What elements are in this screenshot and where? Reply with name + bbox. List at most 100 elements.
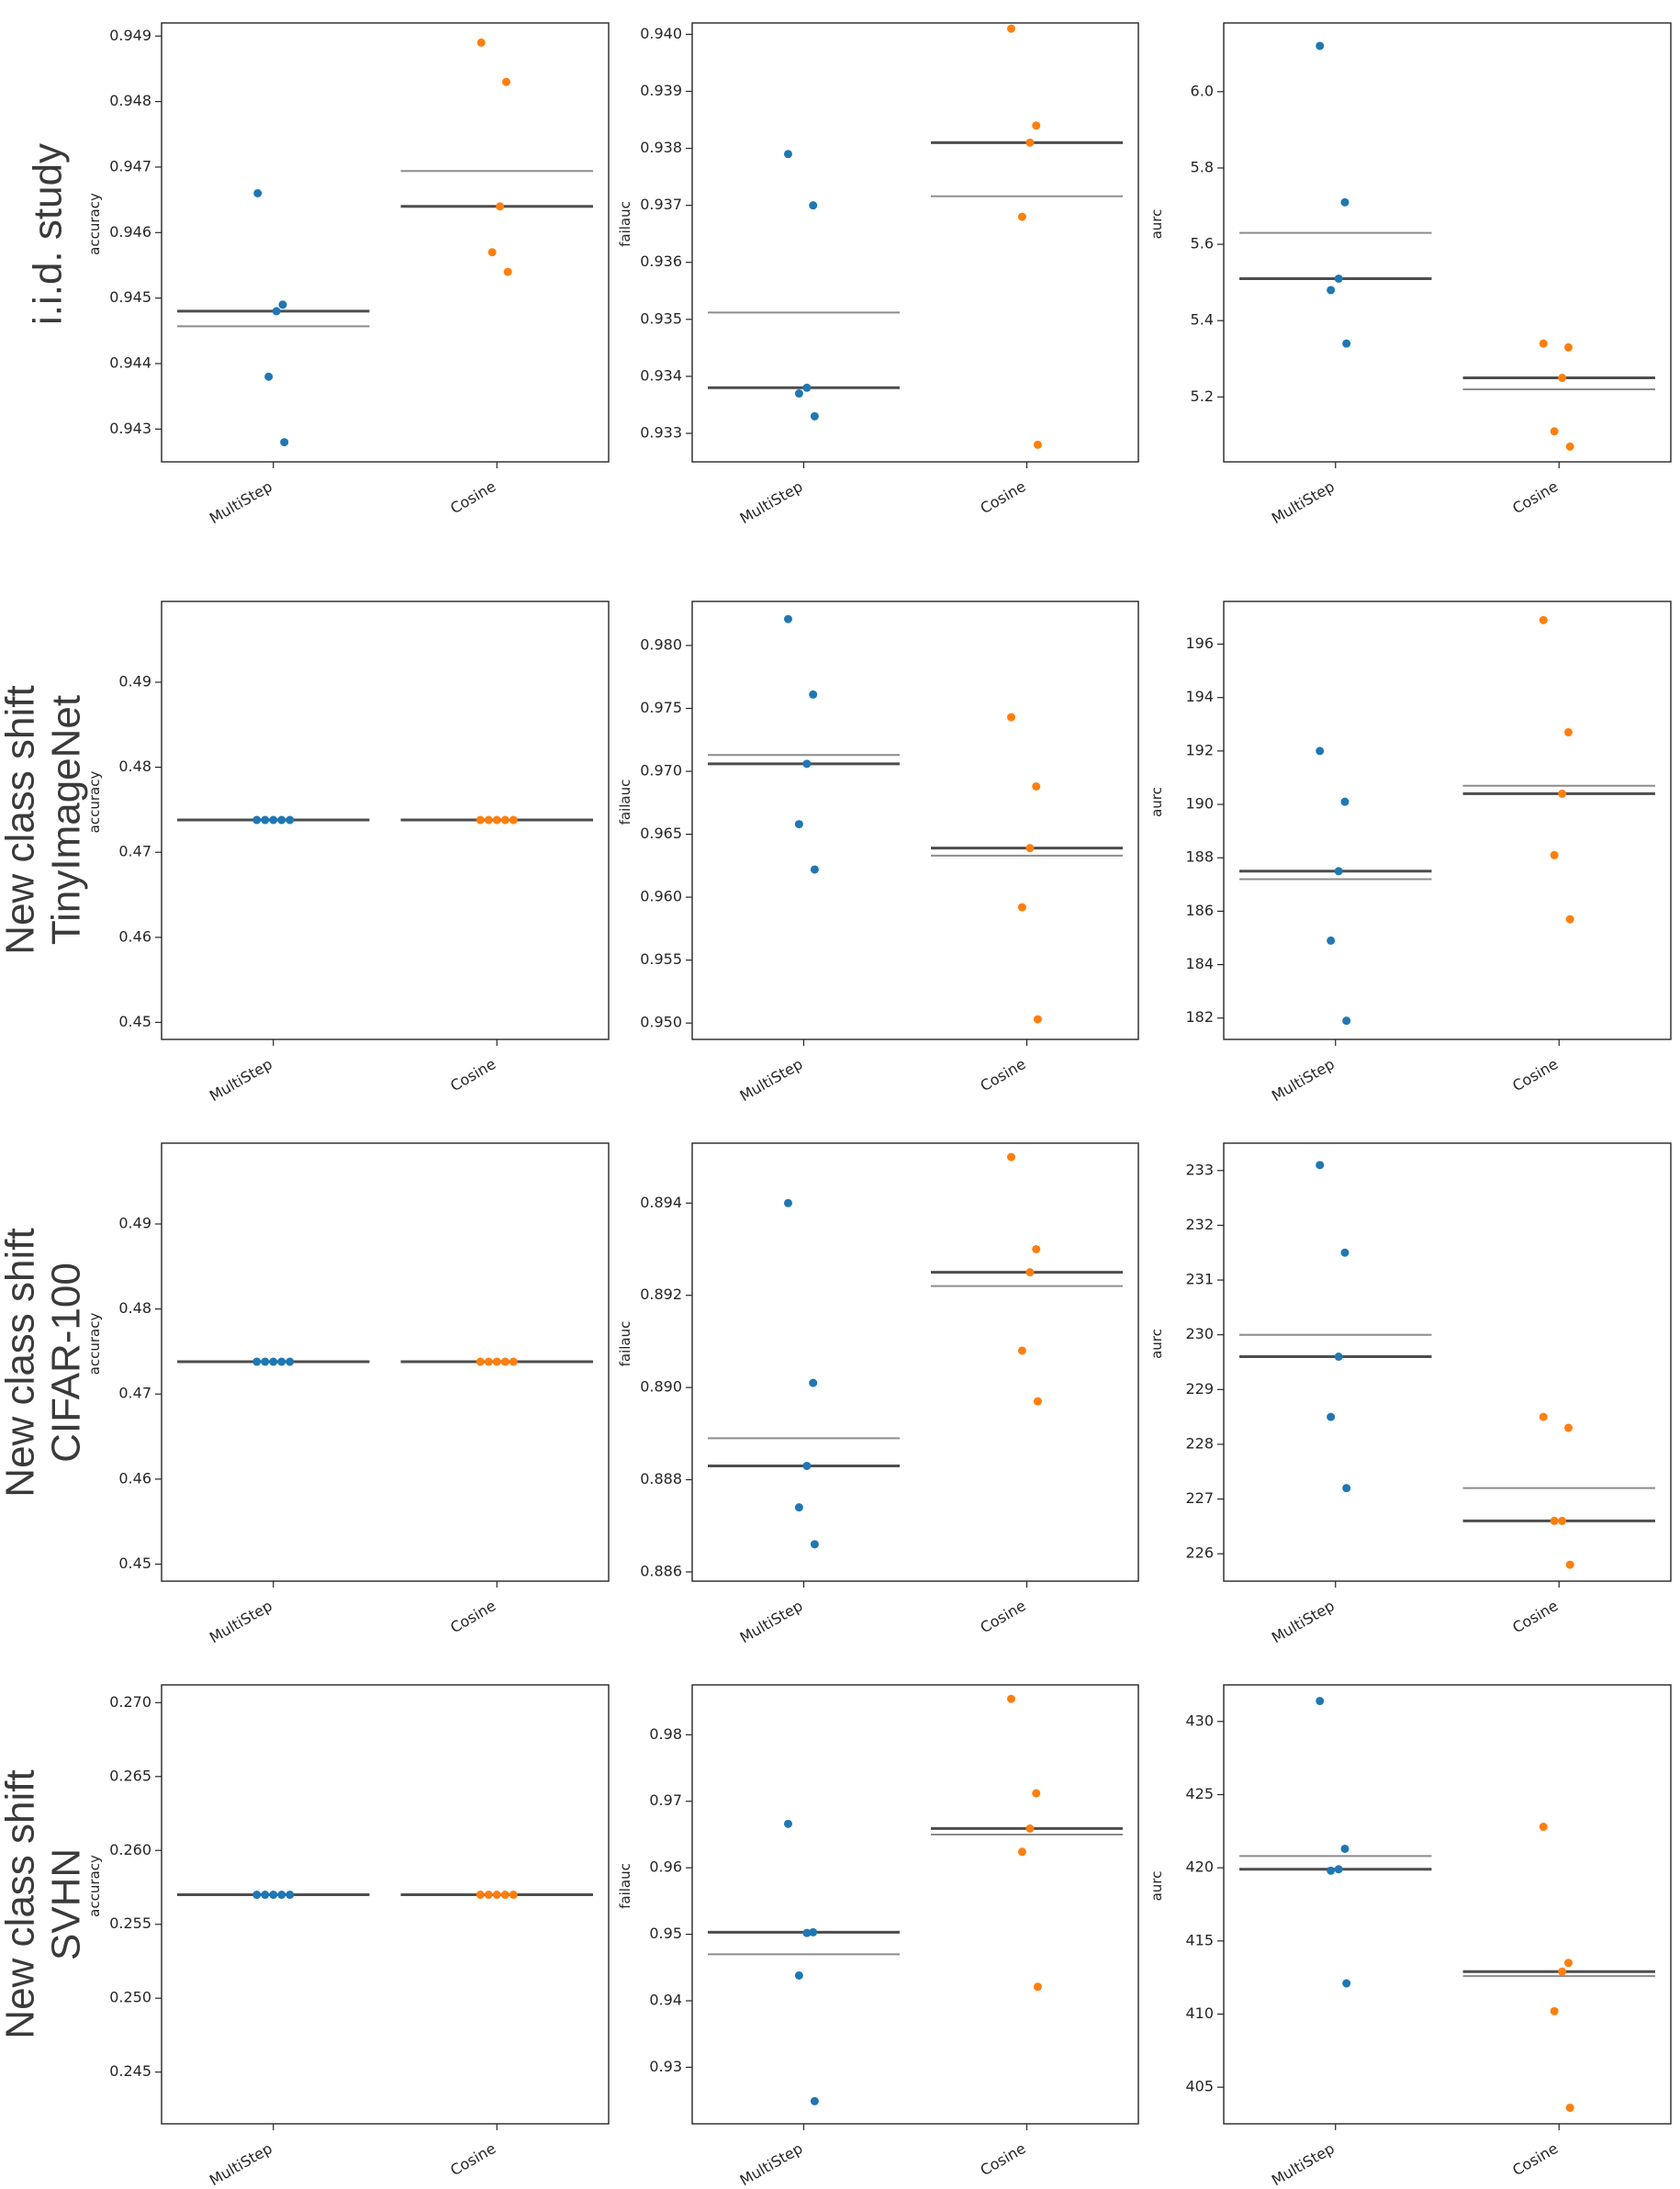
point-cosine: [1025, 138, 1035, 147]
x-tick-label: Cosine: [977, 1055, 1028, 1094]
x-tick-label: MultiStep: [207, 1597, 275, 1646]
point-multistep: [1340, 1844, 1350, 1853]
point-cosine: [1558, 1516, 1567, 1525]
point-multistep: [277, 1357, 286, 1366]
point-cosine: [1033, 1015, 1042, 1024]
y-tick-label: 188: [1185, 848, 1214, 866]
y-tick-label: 227: [1185, 1489, 1214, 1507]
row-label-line: i.i.d. study: [26, 143, 71, 325]
y-tick-label: 0.47: [118, 1385, 151, 1402]
y-tick-label: 0.960: [640, 888, 682, 905]
y-tick-label: 0.980: [640, 635, 682, 653]
point-multistep: [783, 1819, 792, 1828]
y-tick-label: 0.948: [109, 92, 151, 109]
axes-frame: [691, 22, 1139, 463]
point-multistep: [280, 438, 289, 447]
point-cosine: [1032, 1789, 1041, 1798]
y-tick-label: 0.45: [118, 1013, 151, 1030]
point-multistep: [783, 150, 792, 159]
point-multistep: [277, 1891, 286, 1900]
row-label-line: New class shift: [0, 1769, 43, 2038]
point-cosine: [484, 815, 493, 825]
point-cosine: [1565, 2103, 1574, 2112]
point-multistep: [1334, 1865, 1343, 1874]
axes-frame: [691, 601, 1139, 1040]
point-cosine: [1025, 844, 1035, 853]
x-tick-label: MultiStep: [1269, 1597, 1338, 1646]
point-multistep: [253, 188, 263, 197]
x-tick-label: Cosine: [1509, 2139, 1561, 2179]
row-label-1: i.i.d. study: [26, 143, 71, 325]
point-cosine: [476, 1891, 485, 1900]
point-cosine: [1032, 781, 1041, 791]
panel-r3c1: 0.45 0.46 0.47 0.48 0.49 MultiStep Cosine accur…: [86, 1142, 610, 1646]
x-tick-label: Cosine: [977, 1597, 1028, 1636]
point-multistep: [810, 2096, 819, 2105]
point-multistep: [269, 815, 278, 825]
y-tick-label: 0.975: [640, 699, 682, 716]
y-tick-label: 5.8: [1191, 158, 1214, 175]
point-cosine: [1539, 339, 1548, 348]
x-tick-label: MultiStep: [207, 477, 275, 527]
y-tick-label: 5.6: [1191, 235, 1214, 253]
x-tick-label: Cosine: [447, 2139, 498, 2179]
point-multistep: [1327, 936, 1336, 945]
point-multistep: [1342, 1979, 1351, 1988]
x-tick-label: MultiStep: [207, 2139, 275, 2189]
point-cosine: [503, 267, 512, 276]
y-tick-label: 420: [1185, 1858, 1214, 1876]
y-tick-label: 0.260: [109, 1841, 151, 1858]
point-cosine: [1032, 121, 1041, 130]
point-multistep: [783, 614, 792, 623]
point-cosine: [500, 1891, 510, 1900]
x-tick-label: Cosine: [1509, 1597, 1561, 1636]
y-tick-label: 0.950: [640, 1014, 682, 1031]
y-tick-label: 0.943: [109, 420, 151, 437]
y-tick-label: 184: [1185, 955, 1214, 972]
y-tick-label: 182: [1185, 1008, 1214, 1026]
y-tick-label: 0.93: [649, 2058, 682, 2075]
point-multistep: [1340, 197, 1350, 207]
y-tick-label: 0.96: [649, 1858, 682, 1876]
x-tick-label: MultiStep: [1269, 1055, 1338, 1105]
x-tick-label: MultiStep: [737, 2139, 806, 2189]
y-tick-label: 0.938: [640, 139, 682, 156]
axes-frame: [161, 601, 610, 1040]
point-cosine: [509, 1891, 518, 1900]
point-cosine: [492, 1357, 501, 1366]
y-tick-label: 5.4: [1191, 311, 1214, 329]
y-tick-label: 405: [1185, 2078, 1214, 2095]
y-axis-label: aurc: [1148, 209, 1165, 240]
point-multistep: [810, 411, 819, 421]
y-tick-label: 0.888: [640, 1470, 682, 1487]
y-tick-label: 6.0: [1191, 82, 1214, 99]
point-cosine: [1550, 1516, 1559, 1525]
y-axis-label: accuracy: [86, 193, 103, 255]
row-label-line: CIFAR-100: [44, 1263, 89, 1463]
y-tick-label: 0.939: [640, 82, 682, 99]
y-tick-label: 410: [1185, 2004, 1214, 2022]
panel-r1c1: 0.943 0.944 0.945 0.946 0.947 0.948 0.949 Multi…: [86, 22, 610, 527]
x-tick-label: Cosine: [1509, 1055, 1561, 1094]
y-tick-label: 233: [1185, 1161, 1214, 1178]
point-multistep: [809, 201, 818, 210]
y-tick-label: 0.892: [640, 1285, 682, 1303]
panel-r4c2: 0.93 0.94 0.95 0.96 0.97 0.98 MultiStep Cosine f…: [617, 1684, 1139, 2189]
y-tick-label: 0.48: [118, 758, 151, 775]
point-cosine: [1017, 903, 1026, 912]
point-multistep: [810, 1540, 819, 1549]
row-label-line: TinyImageNet: [44, 695, 89, 945]
x-tick-label: Cosine: [1509, 477, 1561, 517]
point-cosine: [492, 1891, 501, 1900]
y-tick-label: 425: [1185, 1785, 1214, 1802]
y-tick-label: 0.965: [640, 825, 682, 842]
point-cosine: [1563, 728, 1573, 737]
y-tick-label: 0.970: [640, 762, 682, 780]
point-multistep: [269, 1357, 278, 1366]
y-tick-label: 0.894: [640, 1194, 682, 1211]
x-tick-label: Cosine: [977, 477, 1028, 517]
y-tick-label: 196: [1185, 634, 1214, 652]
y-tick-label: 229: [1185, 1380, 1214, 1398]
row-label-4: New class shift SVHN: [0, 1769, 89, 2038]
y-tick-label: 0.944: [109, 354, 151, 371]
